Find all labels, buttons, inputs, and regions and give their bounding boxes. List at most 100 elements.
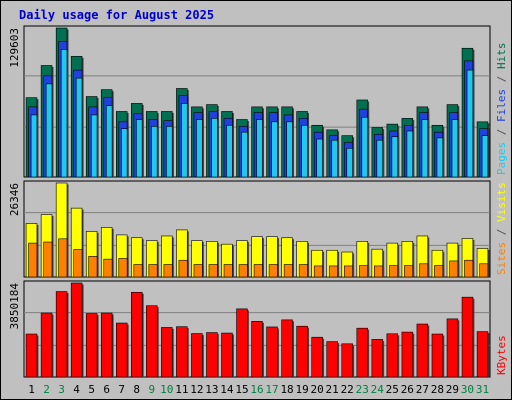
bar-kbytes-day-12: [191, 333, 203, 378]
bar-pages-day-17: [271, 121, 278, 178]
y-max-label: 26346: [8, 183, 21, 216]
bar-sites-day-10: [163, 264, 173, 278]
y-max-label: 129603: [8, 28, 21, 68]
bar-kbytes-day-7: [115, 322, 128, 378]
bar-sites-day-14: [223, 264, 233, 278]
day-label-21: 21: [326, 383, 339, 396]
day-label-3: 3: [58, 383, 65, 396]
series-legend: KBytes: [495, 335, 508, 375]
bar-sites-day-2: [43, 241, 53, 278]
day-label-4: 4: [73, 383, 80, 396]
day-label-2: 2: [43, 383, 50, 396]
day-label-27: 27: [416, 383, 429, 396]
bar-pages-day-14: [226, 124, 233, 178]
bar-sites-day-7: [118, 258, 128, 278]
bar-sites-day-3: [58, 238, 68, 278]
bar-kbytes-day-15: [236, 308, 248, 378]
bar-kbytes-day-9: [146, 305, 158, 378]
series-legend-part: Visits: [495, 182, 508, 222]
series-legend-part: KBytes: [495, 335, 508, 375]
series-legend-part: Files: [495, 89, 508, 122]
bar-kbytes-day-21: [326, 341, 338, 378]
panel-hits-files-pages: 129603 Pages / Files / Hits: [8, 25, 508, 178]
bar-sites-day-5: [88, 256, 98, 278]
bar-sites-day-6: [103, 258, 113, 278]
series-legend-part: /: [495, 122, 508, 142]
bar-kbytes-day-6: [100, 312, 113, 378]
bar-kbytes-day-26: [401, 331, 414, 378]
day-label-6: 6: [103, 383, 110, 396]
bar-sites-day-20: [313, 265, 323, 278]
bar-kbytes-day-29: [446, 318, 459, 378]
bar-pages-day-31: [481, 135, 489, 178]
bar-pages-day-10: [166, 126, 173, 178]
bar-pages-day-19: [301, 124, 308, 178]
series-legend-part: Sites: [495, 242, 508, 275]
bar-sites-day-28: [434, 265, 444, 278]
bar-pages-day-4: [75, 77, 83, 178]
day-label-29: 29: [446, 383, 459, 396]
day-labels: 1 2 3 4 5 6 7 8 9 10 11 12 13 14 15 16 17 18 19 20 21 22 23 24 2…: [28, 383, 489, 396]
bar-sites-day-25: [389, 265, 399, 278]
bar-sites-day-22: [343, 265, 353, 278]
bar-pages-day-8: [136, 119, 143, 178]
bar-pages-day-26: [406, 130, 414, 178]
bar-sites-day-8: [133, 264, 143, 278]
bar-sites-day-31: [479, 263, 489, 278]
bar-sites-day-12: [193, 264, 203, 278]
bar-pages-day-27: [421, 119, 429, 178]
day-label-9: 9: [148, 383, 155, 396]
bar-kbytes-day-18: [281, 319, 293, 378]
bar-pages-day-18: [286, 121, 293, 178]
panel-visits-sites: 26346 Sites / Visits: [8, 180, 508, 278]
panel-kbytes: 3850184 KBytes: [8, 280, 508, 378]
bar-sites-day-24: [374, 265, 383, 278]
bar-sites-day-16: [253, 264, 263, 278]
bar-pages-day-5: [90, 114, 98, 178]
series-legend: Sites / Visits: [495, 182, 508, 275]
bar-pages-day-16: [256, 119, 263, 178]
bar-sites-day-26: [404, 265, 414, 278]
bar-sites-day-11: [178, 259, 188, 278]
bar-kbytes-day-2: [40, 312, 53, 378]
series-legend: Pages / Files / Hits: [495, 43, 508, 176]
bar-sites-day-19: [298, 264, 308, 278]
bar-pages-day-25: [391, 136, 399, 178]
bar-pages-day-3: [60, 49, 68, 178]
bar-pages-day-30: [466, 69, 474, 178]
series-legend-part: Hits: [495, 43, 508, 70]
day-label-17: 17: [265, 383, 278, 396]
bar-kbytes-day-11: [176, 326, 188, 378]
bar-kbytes-day-4: [70, 282, 83, 378]
day-label-25: 25: [386, 383, 399, 396]
day-label-14: 14: [220, 383, 234, 396]
day-label-20: 20: [311, 383, 324, 396]
bar-sites-day-1: [28, 242, 38, 278]
bar-pages-day-9: [151, 126, 158, 178]
series-legend-part: /: [495, 222, 508, 242]
bar-kbytes-day-19: [296, 325, 308, 378]
series-legend-part: Pages: [495, 142, 508, 175]
bar-kbytes-day-13: [206, 332, 218, 378]
bar-pages-day-21: [331, 139, 338, 178]
bar-kbytes-day-25: [386, 333, 399, 378]
day-label-26: 26: [401, 383, 414, 396]
bar-kbytes-day-5: [85, 313, 98, 378]
bar-kbytes-day-17: [266, 326, 278, 378]
bar-pages-day-7: [120, 128, 128, 178]
bar-pages-day-15: [241, 131, 248, 178]
bar-sites-day-30: [464, 259, 474, 278]
y-max-label: 3850184: [8, 283, 21, 330]
day-label-1: 1: [28, 383, 35, 396]
bar-sites-day-15: [238, 264, 248, 278]
bar-kbytes-day-16: [251, 321, 263, 378]
bar-kbytes-day-27: [416, 323, 429, 378]
bar-kbytes-day-14: [221, 332, 233, 378]
series-legend-part: /: [495, 69, 508, 89]
chart-panels: 129603 Pages / Files / Hits 26346 Sites / V…: [8, 25, 508, 378]
bar-kbytes-day-22: [341, 343, 353, 378]
day-label-18: 18: [280, 383, 293, 396]
bar-pages-day-24: [376, 139, 383, 178]
